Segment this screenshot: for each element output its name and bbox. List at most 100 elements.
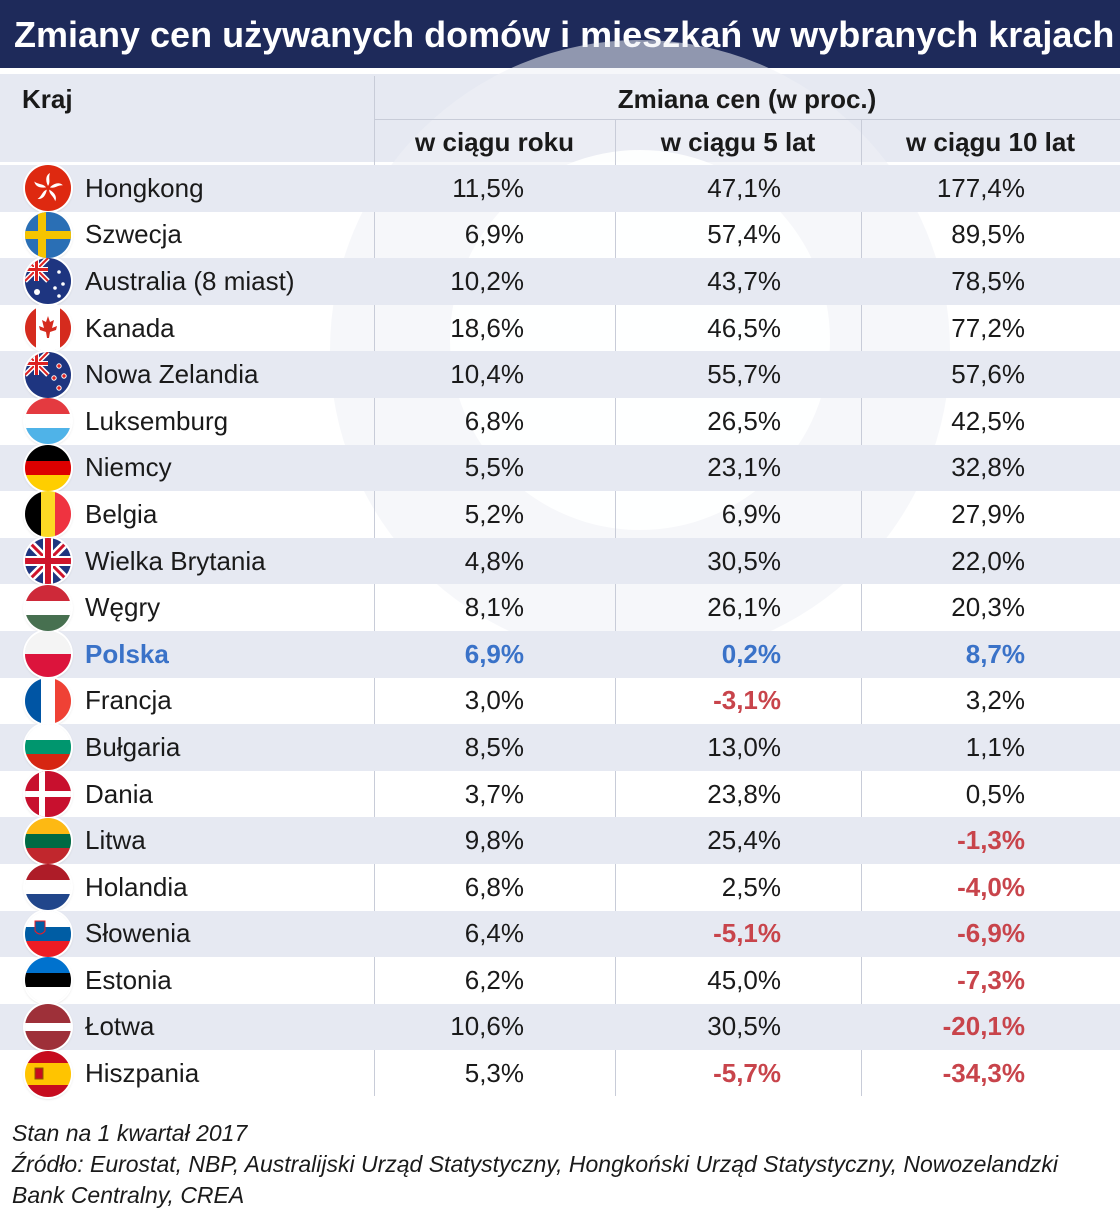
cell-spacer (524, 678, 615, 725)
chart-title: Zmiany cen używanych domów i mieszkań w … (0, 0, 1120, 68)
value-5y: 2,5% (721, 871, 781, 902)
table-row: Bułgaria 8,5% 13,0% 1,1% (0, 724, 1120, 771)
table-row: Węgry 8,1% 26,1% 20,3% (0, 584, 1120, 631)
country-name: Dania (85, 778, 153, 809)
cell-spacer (1025, 1003, 1120, 1051)
value-1y: 18,6% (450, 312, 524, 343)
cell-spacer (1025, 630, 1120, 678)
flag-cell (0, 771, 85, 818)
value-5y: 26,5% (707, 405, 781, 436)
cell-spacer (524, 491, 615, 538)
flag-cell (0, 1050, 85, 1097)
flag-cell (0, 817, 85, 864)
cell-spacer (1025, 957, 1120, 1004)
cell-spacer (1025, 817, 1120, 864)
cell-spacer (524, 910, 615, 958)
cell-spacer (524, 771, 615, 818)
cell-spacer (781, 771, 861, 818)
value-10y: 1,1% (861, 724, 1025, 771)
flag-cell (0, 677, 85, 725)
cell-spacer (781, 212, 861, 259)
cell-spacer (781, 584, 861, 631)
flag-cell (0, 910, 85, 958)
country-name: Australia (8 miast) (85, 258, 374, 305)
value-1y: 5,3% (464, 1058, 524, 1089)
value-1y: 8,1% (464, 592, 524, 623)
cell-spacer (1025, 444, 1120, 492)
value-10y: 3,2% (965, 685, 1025, 716)
value-10y: 78,5% (861, 258, 1025, 305)
table-row: Francja 3,0% -3,1% 3,2% (0, 677, 1120, 725)
slovenia-flag-icon (25, 910, 71, 957)
cell-spacer (1025, 212, 1120, 259)
country-name: Wielka Brytania (85, 537, 374, 585)
cell-spacer (781, 537, 861, 585)
flag-cell (0, 165, 85, 212)
country-name: Belgia (85, 498, 158, 529)
lithuania-flag-icon (25, 817, 71, 864)
value-5y: -3,1% (713, 685, 781, 716)
cell-spacer (1025, 305, 1120, 352)
flag-cell (0, 211, 85, 259)
cell-spacer (1025, 351, 1120, 398)
flag-cell (0, 398, 85, 445)
cell-spacer (781, 864, 861, 911)
france-flag-icon (25, 677, 71, 724)
country-name: Niemcy (85, 444, 374, 492)
cell-spacer (1025, 1050, 1120, 1097)
flag-cell (0, 584, 85, 631)
flag-cell (0, 537, 85, 585)
header-col-10y: w ciągu 10 lat (905, 127, 1076, 157)
table-row: Dania 3,7% 23,8% 0,5% (0, 771, 1120, 818)
value-1y: 6,8% (464, 405, 524, 436)
price-change-table: Hongkong 11,5% 47,1% 177,4% Szwecja 6,9% 57,4%… (0, 165, 1120, 1097)
value-1y: 4,8% (374, 537, 524, 585)
value-1y: 6,8% (464, 871, 524, 902)
table-row: Kanada 18,6% 46,5% 77,2% (0, 305, 1120, 352)
cell-spacer (524, 165, 615, 212)
cell-spacer (1025, 165, 1120, 212)
flag-cell (0, 305, 85, 352)
value-5y: 57,4% (707, 219, 781, 250)
hungary-flag-icon (25, 584, 71, 631)
cell-spacer (781, 630, 861, 678)
table-row: Luksemburg 6,8% 26,5% 42,5% (0, 398, 1120, 445)
value-5y: 13,0% (615, 724, 781, 771)
cell-spacer (781, 957, 861, 1004)
flag-cell (0, 957, 85, 1004)
table-row: Litwa 9,8% 25,4% -1,3% (0, 817, 1120, 864)
denmark-flag-icon (25, 771, 71, 818)
footer-source: Źródło: Eurostat, NBP, Australijski Urzą… (12, 1151, 1059, 1208)
value-1y: 6,9% (374, 630, 524, 678)
cell-spacer (524, 351, 615, 398)
cell-spacer (1025, 724, 1120, 771)
flag-cell (0, 491, 85, 538)
flag-cell (0, 1003, 85, 1051)
cell-spacer (1025, 398, 1120, 445)
value-5y: -5,7% (713, 1058, 781, 1089)
value-10y: 177,4% (861, 165, 1025, 212)
value-10y: 42,5% (951, 405, 1025, 436)
spain-flag-icon (25, 1050, 71, 1097)
cell-spacer (524, 724, 615, 771)
germany-flag-icon (25, 444, 71, 491)
value-10y: -4,0% (957, 871, 1025, 902)
value-10y: -1,3% (861, 817, 1025, 864)
value-5y: 6,9% (721, 498, 781, 529)
cell-spacer (524, 584, 615, 631)
value-1y: 10,2% (374, 258, 524, 305)
flag-cell (0, 630, 85, 678)
cell-spacer (524, 305, 615, 352)
cell-spacer (524, 1003, 615, 1051)
country-name: Luksemburg (85, 405, 229, 436)
country-name: Hiszpania (85, 1058, 200, 1089)
belgium-flag-icon (25, 491, 71, 538)
footer: Stan na 1 kwartał 2017 Źródło: Eurostat,… (12, 1118, 1112, 1211)
footer-as-of: Stan na 1 kwartał 2017 (12, 1120, 248, 1146)
country-name: Hongkong (85, 165, 374, 212)
value-1y: 8,5% (374, 724, 524, 771)
value-5y: 30,5% (615, 1003, 781, 1051)
country-name: Kanada (85, 312, 175, 343)
country-name: Nowa Zelandia (85, 351, 374, 398)
cell-spacer (1025, 678, 1120, 725)
